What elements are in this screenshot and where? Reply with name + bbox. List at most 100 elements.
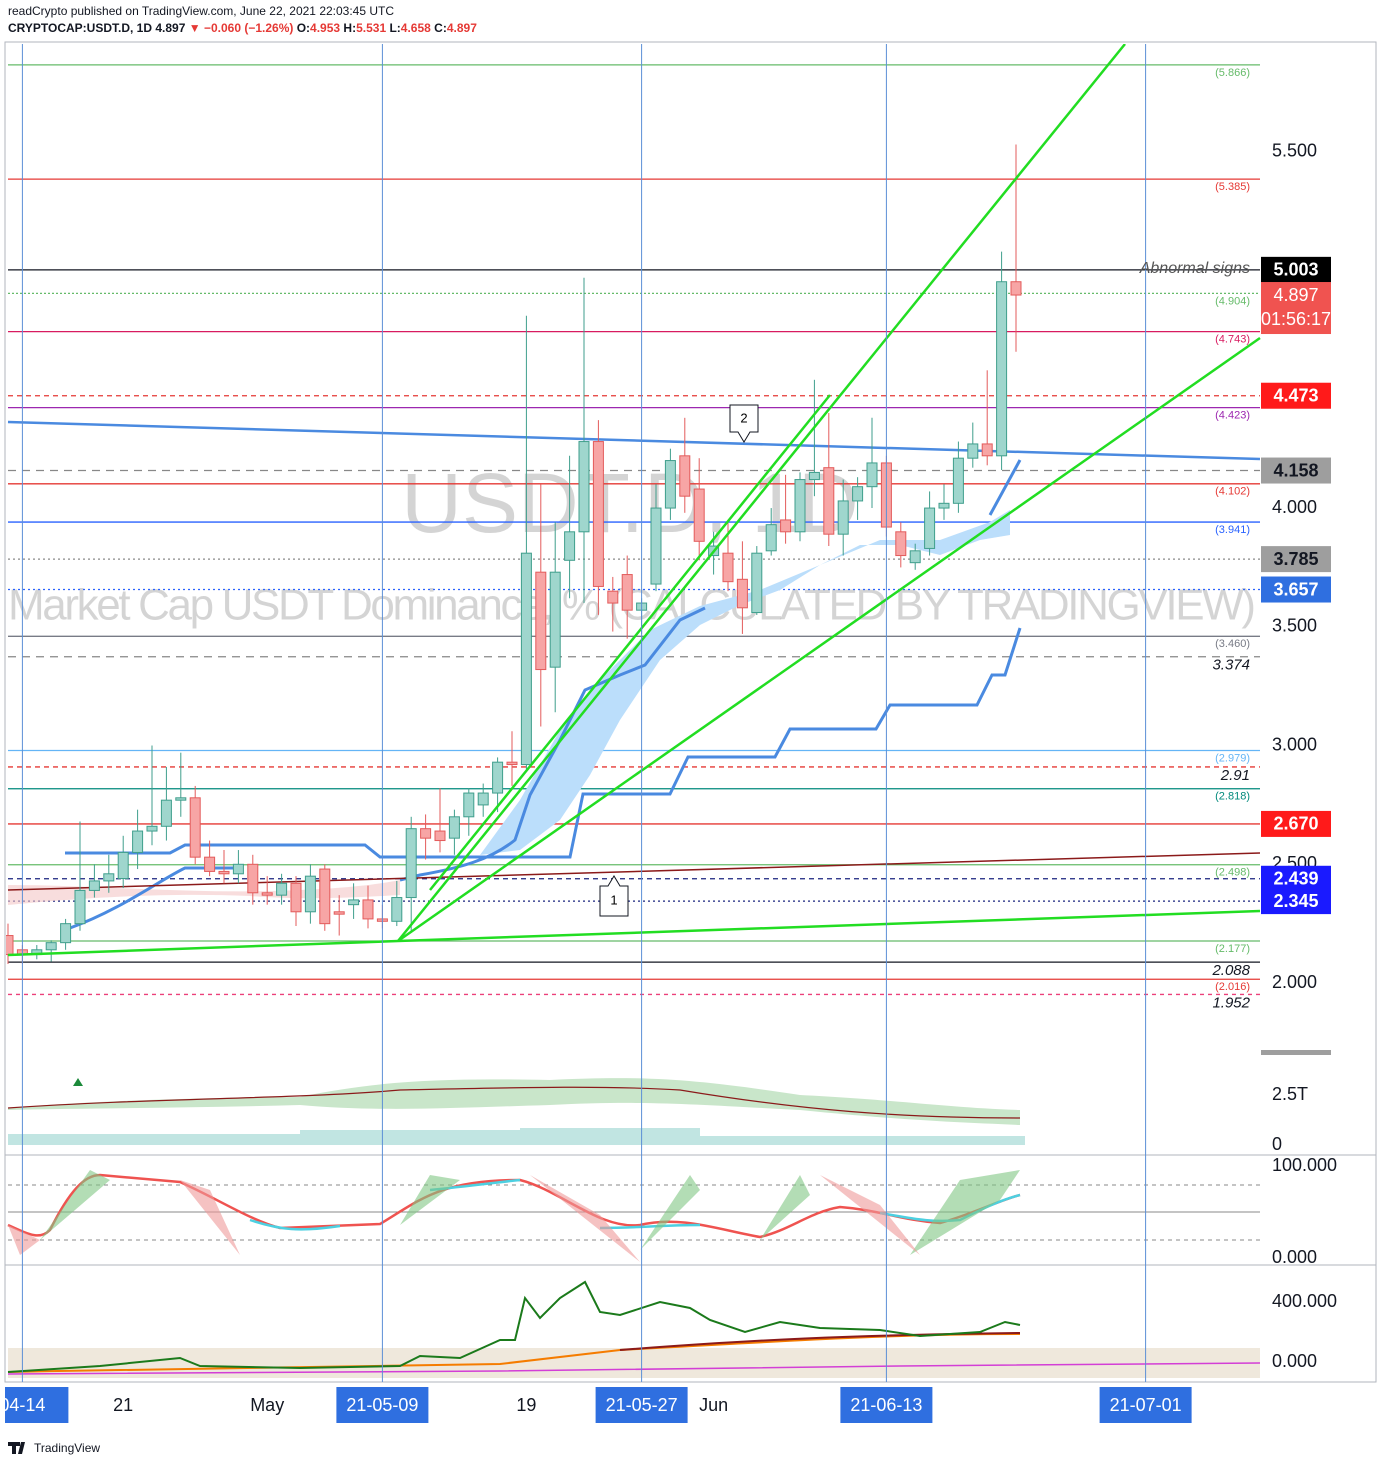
price-box	[1261, 382, 1331, 409]
callout-text: 2	[740, 410, 747, 425]
candle-body	[348, 899, 360, 906]
pane-label: 2.5T	[1272, 1084, 1308, 1104]
trendline	[7, 420, 1261, 461]
cloud-blue	[480, 510, 1010, 855]
y-tick-label: 2.000	[1272, 972, 1317, 992]
pane-label: 0	[1272, 1134, 1282, 1154]
level-label: (2.177)	[1215, 943, 1250, 955]
trend-pane: 400.000 0.000	[7, 1280, 1337, 1378]
h-key: H:	[343, 21, 356, 35]
price-box	[1261, 576, 1331, 603]
level-label: (2.818)	[1215, 791, 1250, 803]
price-pane: USDT.D, 1D Market Cap USDT Dominance, % …	[6, 44, 1261, 996]
trendline	[397, 44, 1126, 942]
symbol: CRYPTOCAP:USDT.D, 1D	[8, 21, 152, 35]
candle-body	[290, 882, 302, 913]
trendline	[429, 394, 831, 891]
pane-label: 400.000	[1272, 1291, 1337, 1311]
candle-body	[463, 792, 475, 818]
footer: TradingView	[34, 1441, 100, 1455]
candle-body	[117, 851, 129, 880]
l-value: 4.658	[401, 21, 431, 35]
candle-body	[146, 825, 158, 832]
x-tick-label: Jun	[699, 1395, 728, 1415]
price-box-label: 4.473	[1273, 385, 1318, 405]
oscillator-pane: 100.000 0.000	[5, 1155, 1376, 1267]
candle-body	[751, 552, 763, 614]
level-label: 1.952	[1212, 994, 1250, 1011]
x-tick-label: 21-05-27	[606, 1395, 678, 1415]
trendline	[7, 939, 399, 957]
oscillator-line	[249, 1178, 1021, 1231]
candle-body	[909, 550, 921, 564]
price-box-label: 3.785	[1273, 549, 1318, 569]
last-price-box	[1261, 282, 1331, 335]
candle-body	[866, 462, 878, 488]
candle-body	[520, 552, 532, 766]
candle-body	[204, 856, 216, 872]
symbol-line: CRYPTOCAP:USDT.D, 1D 4.897 ▼ −0.060 (−1.…	[8, 21, 477, 35]
annotation: Abnormal signs	[1139, 260, 1250, 277]
change: ▼ −0.060 (−1.26%)	[189, 21, 294, 35]
candle-body	[175, 797, 187, 801]
candle-body	[74, 889, 86, 925]
level-label: (5.385)	[1215, 181, 1250, 193]
price-box-label: 2.345	[1273, 891, 1318, 911]
candle-body	[492, 761, 504, 794]
candle-body	[607, 590, 619, 604]
price-box	[1261, 546, 1331, 573]
candle-body	[506, 761, 518, 766]
candle-body	[60, 923, 72, 944]
x-axis: 04-14 21 May 21-05-09 19 21-05-27 Jun 21-06-13 2…	[0, 44, 1192, 1423]
candle-body	[592, 441, 604, 587]
trendline	[7, 852, 1261, 891]
candle-body	[1010, 281, 1022, 296]
x-tick-label: May	[250, 1395, 284, 1415]
level-label: (4.423)	[1215, 410, 1250, 422]
level-label: (4.904)	[1215, 295, 1250, 307]
level-label: 2.088	[1211, 962, 1250, 979]
frame	[4, 41, 1377, 1383]
candle-body	[45, 942, 57, 951]
candle-body	[765, 524, 777, 552]
candle-body	[578, 441, 590, 533]
candle-body	[232, 863, 244, 875]
candle-body	[924, 507, 936, 549]
o-value: 4.953	[310, 21, 340, 35]
x-tick-box	[336, 1387, 429, 1423]
candles	[6, 144, 1022, 965]
candle-body	[650, 507, 662, 585]
candle-body	[664, 460, 676, 509]
last-price: 4.897	[155, 21, 185, 35]
candle-body	[564, 531, 576, 561]
candle-body	[621, 574, 633, 611]
candle-body	[549, 571, 561, 668]
level-label: (4.102)	[1215, 486, 1250, 498]
price-box	[1261, 457, 1331, 484]
price-box-label: 4.158	[1273, 460, 1318, 480]
h-value: 5.531	[356, 21, 386, 35]
c-value: 4.897	[447, 21, 477, 35]
level-label: 3.374	[1212, 657, 1250, 674]
candle-body	[319, 868, 331, 925]
x-tick-label: 21-06-13	[850, 1395, 922, 1415]
candle-body	[895, 531, 907, 557]
candle-body	[276, 882, 288, 896]
candle-body	[693, 488, 705, 542]
level-label: (3.941)	[1215, 524, 1250, 536]
candle-body	[679, 455, 691, 497]
trend-line	[7, 1362, 1261, 1375]
candle-body	[823, 467, 835, 535]
x-tick-box	[595, 1387, 688, 1423]
candle-body	[132, 830, 144, 853]
trend-line	[7, 1280, 1021, 1373]
level-label: (2.498)	[1215, 867, 1250, 879]
callout	[729, 404, 759, 443]
x-tick-label: 19	[516, 1395, 536, 1415]
conversion-line	[69, 459, 1022, 930]
price-box-label: 2.439	[1273, 869, 1318, 889]
candle-body	[103, 873, 115, 882]
candle-body	[780, 519, 792, 533]
candle-body	[852, 486, 864, 502]
